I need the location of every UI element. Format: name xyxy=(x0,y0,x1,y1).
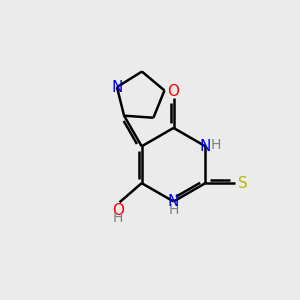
Text: N: N xyxy=(200,139,211,154)
Text: H: H xyxy=(113,212,123,226)
Text: H: H xyxy=(211,138,221,152)
Text: O: O xyxy=(112,203,124,218)
Text: S: S xyxy=(238,176,248,190)
Text: H: H xyxy=(168,203,179,217)
Text: O: O xyxy=(168,85,180,100)
Text: N: N xyxy=(111,80,123,94)
Text: N: N xyxy=(168,194,179,209)
